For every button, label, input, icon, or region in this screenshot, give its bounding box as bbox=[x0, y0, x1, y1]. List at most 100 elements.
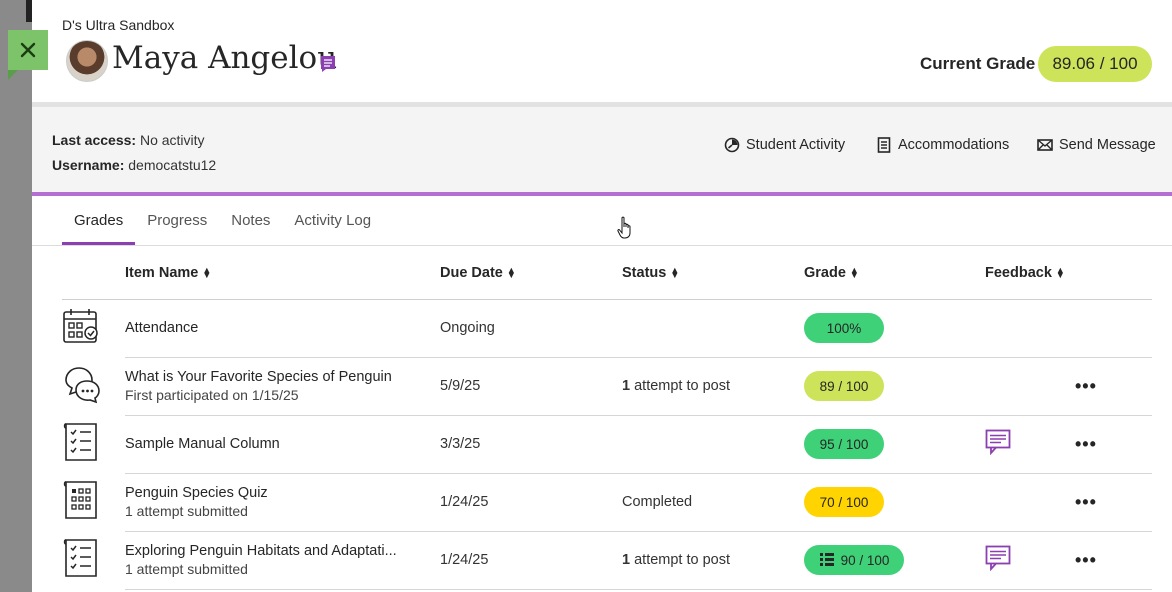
more-options-button[interactable]: ••• bbox=[1075, 549, 1097, 570]
row-icon-cell bbox=[62, 299, 125, 357]
hand-cursor-icon bbox=[617, 216, 631, 239]
grade-detail-icon bbox=[819, 553, 834, 566]
item-subtitle: First participated on 1/15/25 bbox=[125, 387, 299, 403]
column-header-item-name[interactable]: Item Name ▲ ▼ bbox=[125, 247, 440, 300]
username-label: Username: bbox=[52, 157, 125, 173]
grade-pill[interactable]: 90 / 100 bbox=[804, 545, 904, 575]
grade-cell: 95 / 100 bbox=[804, 415, 985, 474]
close-button-tab bbox=[8, 70, 18, 80]
item-title[interactable]: Sample Manual Column bbox=[125, 436, 280, 452]
column-header-due-date[interactable]: Due Date ▲ ▼ bbox=[440, 247, 622, 300]
column-header-grade[interactable]: Grade ▲ ▼ bbox=[804, 247, 985, 300]
icon-column-header bbox=[62, 247, 125, 300]
grade-pill[interactable]: 70 / 100 bbox=[804, 487, 884, 517]
status-label: Status bbox=[622, 264, 667, 281]
due-date-cell: 1/24/25 bbox=[440, 531, 622, 590]
due-date-cell: 5/9/25 bbox=[440, 357, 622, 416]
due-date-cell: 1/24/25 bbox=[440, 473, 622, 532]
accommodations-document-icon bbox=[877, 137, 891, 153]
table-row[interactable]: What is Your Favorite Species of Penguin… bbox=[62, 357, 1152, 416]
table-row[interactable]: Exploring Penguin Habitats and Adaptati.… bbox=[62, 531, 1152, 590]
feedback-comment-icon[interactable] bbox=[985, 545, 1011, 572]
item-name-cell: Attendance bbox=[125, 299, 440, 358]
grade-cell: 100% bbox=[804, 299, 985, 358]
item-title[interactable]: Exploring Penguin Habitats and Adaptati.… bbox=[125, 543, 397, 559]
sort-icon: ▲ ▼ bbox=[202, 264, 212, 280]
more-options-button[interactable]: ••• bbox=[1075, 491, 1097, 512]
item-name-cell: Exploring Penguin Habitats and Adaptati.… bbox=[125, 531, 440, 590]
close-panel-button[interactable] bbox=[8, 30, 48, 70]
sort-icon: ▲ ▼ bbox=[849, 264, 859, 280]
send-message-label: Send Message bbox=[1059, 137, 1156, 153]
row-icon-cell bbox=[62, 357, 125, 415]
due-date-cell: Ongoing bbox=[440, 299, 622, 358]
grade-cell: 70 / 100 bbox=[804, 473, 985, 532]
status-cell bbox=[622, 299, 804, 358]
feedback-comment-icon[interactable] bbox=[985, 429, 1011, 456]
item-name-cell: Sample Manual Column bbox=[125, 415, 440, 474]
assignment-checklist-icon bbox=[63, 423, 97, 461]
accommodations-label: Accommodations bbox=[898, 137, 1010, 153]
status-cell: Completed bbox=[622, 473, 804, 532]
row-icon-cell bbox=[62, 415, 125, 473]
tab-notes[interactable]: Notes bbox=[231, 212, 271, 229]
more-cell bbox=[1075, 299, 1152, 358]
student-grades-panel: D's Ultra Sandbox Maya Angelou Current G… bbox=[32, 0, 1172, 592]
row-icon-cell bbox=[62, 473, 125, 531]
backdrop-edge bbox=[26, 0, 32, 22]
table-row[interactable]: Penguin Species Quiz 1 attempt submitted… bbox=[62, 473, 1152, 532]
item-title[interactable]: Attendance bbox=[125, 320, 199, 336]
more-cell: ••• bbox=[1075, 531, 1152, 590]
close-icon bbox=[20, 42, 36, 58]
tab-progress[interactable]: Progress bbox=[147, 212, 208, 229]
item-subtitle: 1 attempt submitted bbox=[125, 561, 248, 577]
envelope-icon bbox=[1037, 139, 1053, 151]
feedback-label: Feedback bbox=[985, 264, 1052, 281]
more-cell: ••• bbox=[1075, 357, 1152, 416]
grade-pill[interactable]: 89 / 100 bbox=[804, 371, 884, 401]
student-activity-label: Student Activity bbox=[746, 137, 846, 153]
last-access-row: Last access: No activity bbox=[52, 132, 205, 148]
last-access-value: No activity bbox=[139, 132, 205, 148]
student-profile-card-icon[interactable] bbox=[320, 55, 336, 73]
tab-activity-log[interactable]: Activity Log bbox=[294, 212, 372, 229]
grade-cell: 90 / 100 bbox=[804, 531, 985, 590]
item-title[interactable]: What is Your Favorite Species of Penguin bbox=[125, 369, 392, 385]
more-options-button[interactable]: ••• bbox=[1075, 433, 1097, 454]
student-activity-link[interactable]: Student Activity bbox=[724, 137, 845, 153]
item-name-cell: What is Your Favorite Species of Penguin… bbox=[125, 357, 440, 416]
feedback-cell bbox=[985, 299, 1075, 358]
attendance-calendar-icon bbox=[63, 309, 98, 344]
grade-pill[interactable]: 95 / 100 bbox=[804, 429, 884, 459]
page-backdrop bbox=[0, 0, 32, 592]
column-header-status[interactable]: Status ▲ ▼ bbox=[622, 247, 804, 300]
feedback-cell bbox=[985, 415, 1075, 474]
item-name-cell: Penguin Species Quiz 1 attempt submitted bbox=[125, 473, 440, 532]
send-message-link[interactable]: Send Message bbox=[1037, 137, 1156, 153]
grade-value: 90 / 100 bbox=[840, 552, 890, 568]
sort-icon: ▲ ▼ bbox=[670, 264, 680, 280]
due-date-cell: 3/3/25 bbox=[440, 415, 622, 474]
more-cell: ••• bbox=[1075, 473, 1152, 532]
last-access-label: Last access: bbox=[52, 132, 137, 148]
item-name-label: Item Name bbox=[125, 264, 199, 281]
grade-cell: 89 / 100 bbox=[804, 357, 985, 416]
more-options-button[interactable]: ••• bbox=[1075, 375, 1097, 396]
sort-icon: ▲ ▼ bbox=[1055, 264, 1065, 280]
status-count: 1 bbox=[622, 378, 631, 394]
feedback-cell bbox=[985, 531, 1075, 590]
discussion-icon bbox=[65, 367, 100, 404]
test-grid-icon bbox=[63, 481, 97, 519]
row-icon-cell bbox=[62, 531, 125, 589]
table-row[interactable]: Attendance Ongoing 100% bbox=[62, 299, 1152, 358]
username-value: democatstu12 bbox=[128, 157, 217, 173]
student-avatar bbox=[66, 40, 108, 82]
status-cell bbox=[622, 415, 804, 474]
accommodations-link[interactable]: Accommodations bbox=[876, 137, 1009, 153]
tab-grades[interactable]: Grades bbox=[62, 196, 136, 245]
table-row[interactable]: Sample Manual Column 3/3/25 95 / 100 ••• bbox=[62, 415, 1152, 474]
grade-pill[interactable]: 100% bbox=[804, 313, 884, 343]
item-title[interactable]: Penguin Species Quiz bbox=[125, 485, 268, 501]
due-date-label: Due Date bbox=[440, 264, 503, 281]
column-header-feedback[interactable]: Feedback ▲ ▼ bbox=[985, 247, 1152, 300]
